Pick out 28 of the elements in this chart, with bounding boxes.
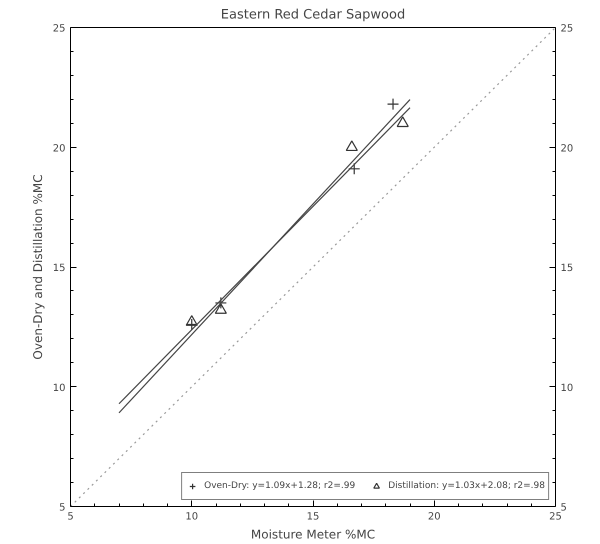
legend-label: Oven-Dry: y=1.09x+1.28; r2=.99 xyxy=(204,481,356,491)
x-tick-label: 5 xyxy=(67,512,74,522)
y-tick-label: 5 xyxy=(59,502,66,514)
x-axis-title: Moisture Meter %MC xyxy=(250,528,376,542)
y-tick-label: 20 xyxy=(52,143,66,154)
x-tick-label: 10 xyxy=(185,512,198,522)
y-axis-title: Oven-Dry and Distillation %MC xyxy=(30,174,45,360)
y-tick-label: 25 xyxy=(52,24,66,34)
y2-tick-label: 15 xyxy=(560,263,574,274)
chart-title: Eastern Red Cedar Sapwood xyxy=(220,8,406,22)
point xyxy=(186,315,198,326)
legend-label: Distillation: y=1.03x+2.08; r2=.98 xyxy=(388,481,545,491)
point xyxy=(386,98,400,110)
y2-tick-label: 10 xyxy=(560,382,574,394)
point xyxy=(346,140,358,152)
y-tick-label: 15 xyxy=(52,263,66,274)
y2-tick-label: 20 xyxy=(560,143,574,154)
point xyxy=(186,318,198,331)
y-tick-label: 10 xyxy=(52,382,66,394)
y2-tick-label: 5 xyxy=(560,502,567,514)
y2-tick-label: 25 xyxy=(560,24,574,34)
x-tick-label: 25 xyxy=(549,512,562,522)
x-tick-label: 15 xyxy=(306,512,320,522)
point xyxy=(214,296,227,310)
point xyxy=(214,303,227,314)
point xyxy=(396,116,409,128)
x-tick-label: 20 xyxy=(428,512,441,522)
point xyxy=(348,162,360,175)
